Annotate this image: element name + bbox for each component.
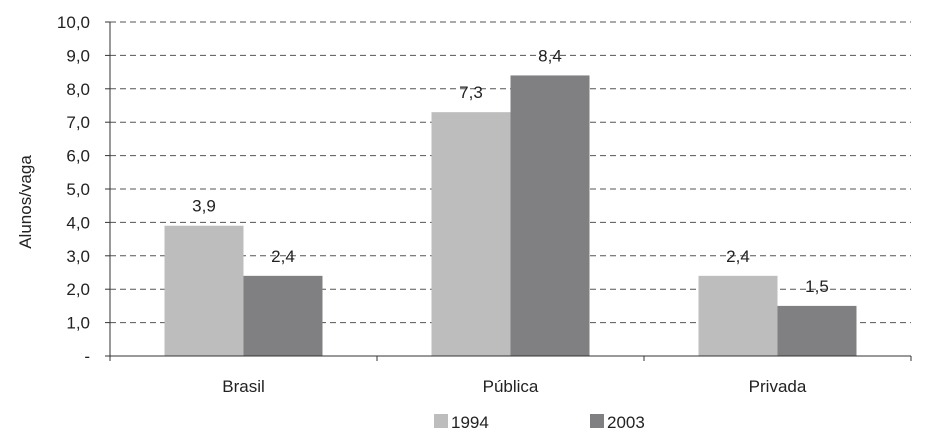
y-tick-label: 2,0 [66, 280, 90, 299]
y-tick-label: - [84, 347, 90, 366]
y-tick-label: 7,0 [66, 113, 90, 132]
bar-2003 [510, 75, 590, 356]
y-tick-label: 3,0 [66, 247, 90, 266]
y-tick-label: 8,0 [66, 80, 90, 99]
legend-label: 1994 [451, 413, 489, 432]
category-label: Brasil [222, 377, 265, 396]
bar-2003 [243, 275, 323, 356]
category-label: Pública [483, 377, 539, 396]
y-tick-label: 4,0 [66, 213, 90, 232]
bar-1994 [698, 275, 778, 356]
legend-label: 2003 [607, 413, 645, 432]
y-tick-label: 9,0 [66, 46, 90, 65]
data-label: 7,3 [459, 83, 483, 102]
y-axis-title: Alunos/vaga [16, 155, 35, 249]
data-label: 1,5 [805, 277, 829, 296]
y-tick-label: 10,0 [57, 13, 90, 32]
data-label: 2,4 [271, 247, 295, 266]
y-tick-label: 1,0 [66, 314, 90, 333]
bar-1994 [164, 225, 244, 356]
legend-swatch-1994 [434, 414, 448, 428]
data-label: 2,4 [726, 247, 750, 266]
bar-1994 [431, 112, 511, 357]
data-label: 8,4 [538, 46, 562, 65]
y-tick-label: 5,0 [66, 180, 90, 199]
data-label: 3,9 [192, 197, 216, 216]
bar-2003 [777, 305, 857, 356]
y-tick-label: 6,0 [66, 147, 90, 166]
category-label: Privada [749, 377, 807, 396]
legend-swatch-2003 [590, 414, 604, 428]
